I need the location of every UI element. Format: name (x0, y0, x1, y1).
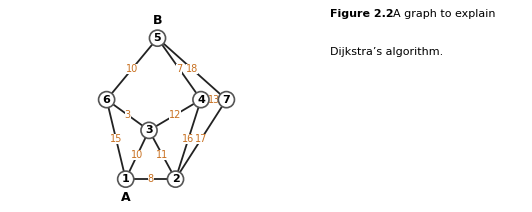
Circle shape (193, 92, 209, 108)
Text: 1: 1 (122, 174, 130, 184)
Text: 11: 11 (156, 150, 169, 160)
Text: A: A (121, 191, 130, 204)
Text: B: B (153, 14, 162, 27)
Text: 12: 12 (169, 110, 181, 120)
Circle shape (149, 30, 165, 46)
Text: Dijkstra’s algorithm.: Dijkstra’s algorithm. (330, 47, 443, 57)
Circle shape (118, 171, 134, 187)
Text: 7: 7 (222, 95, 230, 105)
Text: A graph to explain: A graph to explain (393, 9, 495, 19)
Text: 13: 13 (207, 95, 220, 105)
Circle shape (98, 92, 115, 108)
Circle shape (218, 92, 235, 108)
Text: 10: 10 (126, 64, 138, 74)
Text: 2: 2 (172, 174, 179, 184)
Text: 6: 6 (103, 95, 111, 105)
Circle shape (141, 122, 157, 138)
Text: 10: 10 (131, 150, 144, 160)
Text: 8: 8 (147, 174, 154, 184)
Text: 15: 15 (110, 134, 122, 144)
Text: 18: 18 (186, 64, 198, 74)
Text: 3: 3 (125, 110, 131, 120)
Circle shape (168, 171, 184, 187)
Text: Figure 2.2: Figure 2.2 (330, 9, 401, 19)
Text: 16: 16 (182, 134, 194, 144)
Text: 4: 4 (197, 95, 205, 105)
Text: 3: 3 (145, 125, 153, 135)
Text: 17: 17 (195, 134, 207, 144)
Text: 7: 7 (176, 64, 182, 74)
Text: 5: 5 (154, 33, 161, 43)
